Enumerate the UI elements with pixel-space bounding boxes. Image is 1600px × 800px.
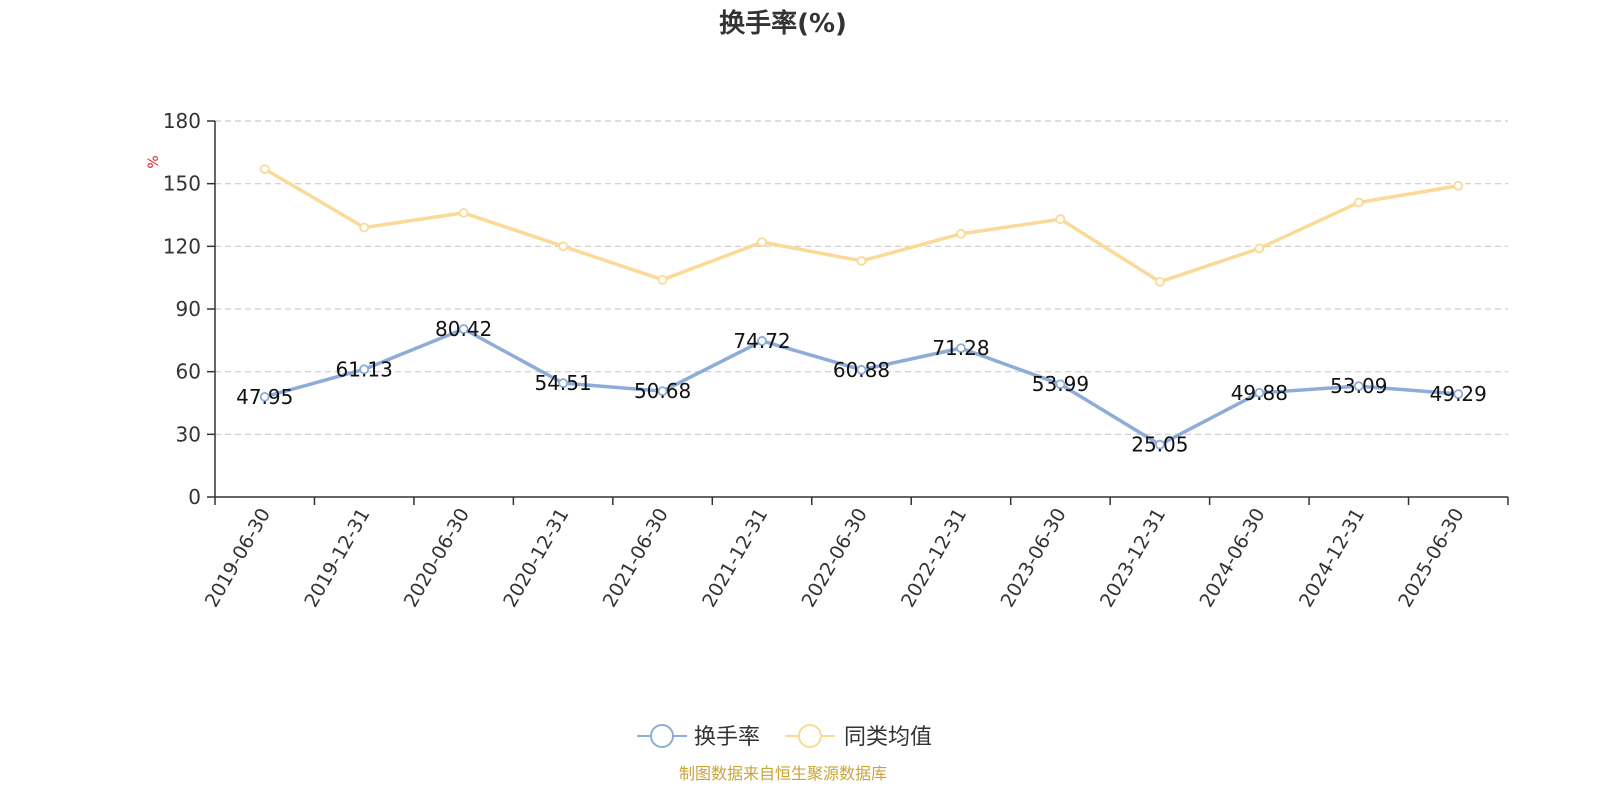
data-point[interactable]: [657, 274, 668, 285]
data-label: 74.72: [733, 329, 790, 353]
chart-title: 换手率(%): [719, 8, 847, 39]
grid: [215, 120, 1508, 435]
data-point[interactable]: [1254, 243, 1265, 254]
data-point[interactable]: [757, 237, 767, 248]
y-tick-label: 0: [188, 485, 201, 509]
legend-circle-icon: [798, 724, 822, 748]
x-tick-label: 2023-06-30: [996, 505, 1070, 612]
data-point[interactable]: [657, 386, 668, 397]
data-label: 53.99: [1032, 372, 1089, 396]
data-point[interactable]: [359, 364, 370, 375]
data-point[interactable]: [259, 391, 270, 402]
x-tick-label: 2024-06-30: [1195, 505, 1269, 612]
data-point[interactable]: [458, 324, 469, 334]
data-label: 47.95: [236, 385, 293, 409]
data-point[interactable]: [1353, 381, 1364, 392]
series-turnover-rate: [259, 324, 1464, 450]
y-tick-label: 180: [163, 109, 201, 133]
y-tick-label: 120: [163, 234, 201, 258]
series-peer-average: [259, 164, 1464, 287]
data-point[interactable]: [1453, 180, 1464, 191]
x-tick-label: 2025-06-30: [1394, 505, 1468, 612]
data-point[interactable]: [856, 364, 867, 375]
data-point[interactable]: [259, 164, 270, 174]
data-point[interactable]: [1353, 197, 1364, 208]
x-tick-label: 2021-12-31: [698, 505, 772, 612]
x-tick-label: 2024-12-31: [1295, 505, 1369, 612]
x-tick-label: 2022-06-30: [798, 505, 872, 612]
x-tick-label: 2020-12-31: [499, 505, 573, 612]
x-tick-label: 2021-06-30: [599, 505, 673, 612]
x-tick-label: 2023-12-31: [1096, 505, 1170, 612]
legend-item-peer-average[interactable]: 同类均值: [785, 724, 932, 750]
data-labels: 47.95 61.13 80.42 54.51 50.68 74.72 60.88 71.28…: [236, 317, 1487, 457]
data-point[interactable]: [1154, 276, 1165, 287]
data-label: 49.88: [1231, 381, 1288, 405]
data-label: 60.88: [833, 358, 890, 382]
y-tick-label: 150: [163, 172, 201, 196]
y-tick-label: 60: [176, 360, 201, 384]
x-tick-label: 2019-06-30: [201, 505, 275, 612]
legend: 换手率 同类均值: [637, 724, 932, 750]
data-label: 49.29: [1430, 382, 1487, 406]
data-label: 80.42: [435, 317, 492, 341]
data-label: 71.28: [932, 336, 989, 360]
x-tick-label: 2019-12-31: [300, 505, 374, 612]
data-point[interactable]: [1154, 439, 1165, 450]
data-source-note: 制图数据来自恒生聚源数据库: [679, 764, 887, 783]
y-tick-label: 30: [176, 422, 201, 446]
legend-label: 换手率: [694, 725, 760, 750]
legend-label: 同类均值: [844, 725, 932, 750]
data-point[interactable]: [558, 241, 569, 252]
x-tick-label: 2022-12-31: [897, 505, 971, 612]
data-point[interactable]: [956, 343, 966, 354]
data-point[interactable]: [458, 208, 469, 218]
data-point[interactable]: [1055, 214, 1066, 225]
data-label: 61.13: [336, 357, 393, 381]
data-point[interactable]: [1453, 389, 1464, 399]
data-point[interactable]: [757, 336, 767, 346]
data-point[interactable]: [1254, 387, 1265, 398]
data-label: 25.05: [1131, 433, 1188, 457]
data-point[interactable]: [359, 222, 370, 233]
x-tick-label: 2020-06-30: [400, 505, 474, 612]
y-axis-unit-label: %: [146, 155, 162, 168]
data-point[interactable]: [1055, 379, 1066, 390]
series: [259, 164, 1464, 450]
data-label: 53.09: [1330, 374, 1387, 398]
data-point[interactable]: [856, 256, 867, 266]
data-point[interactable]: [956, 228, 966, 239]
data-label: 54.51: [534, 371, 591, 395]
data-label: 50.68: [634, 379, 691, 403]
legend-item-turnover-rate[interactable]: 换手率: [637, 724, 760, 750]
data-point[interactable]: [558, 378, 569, 389]
legend-circle-icon: [650, 724, 674, 748]
y-tick-label: 90: [176, 297, 201, 321]
